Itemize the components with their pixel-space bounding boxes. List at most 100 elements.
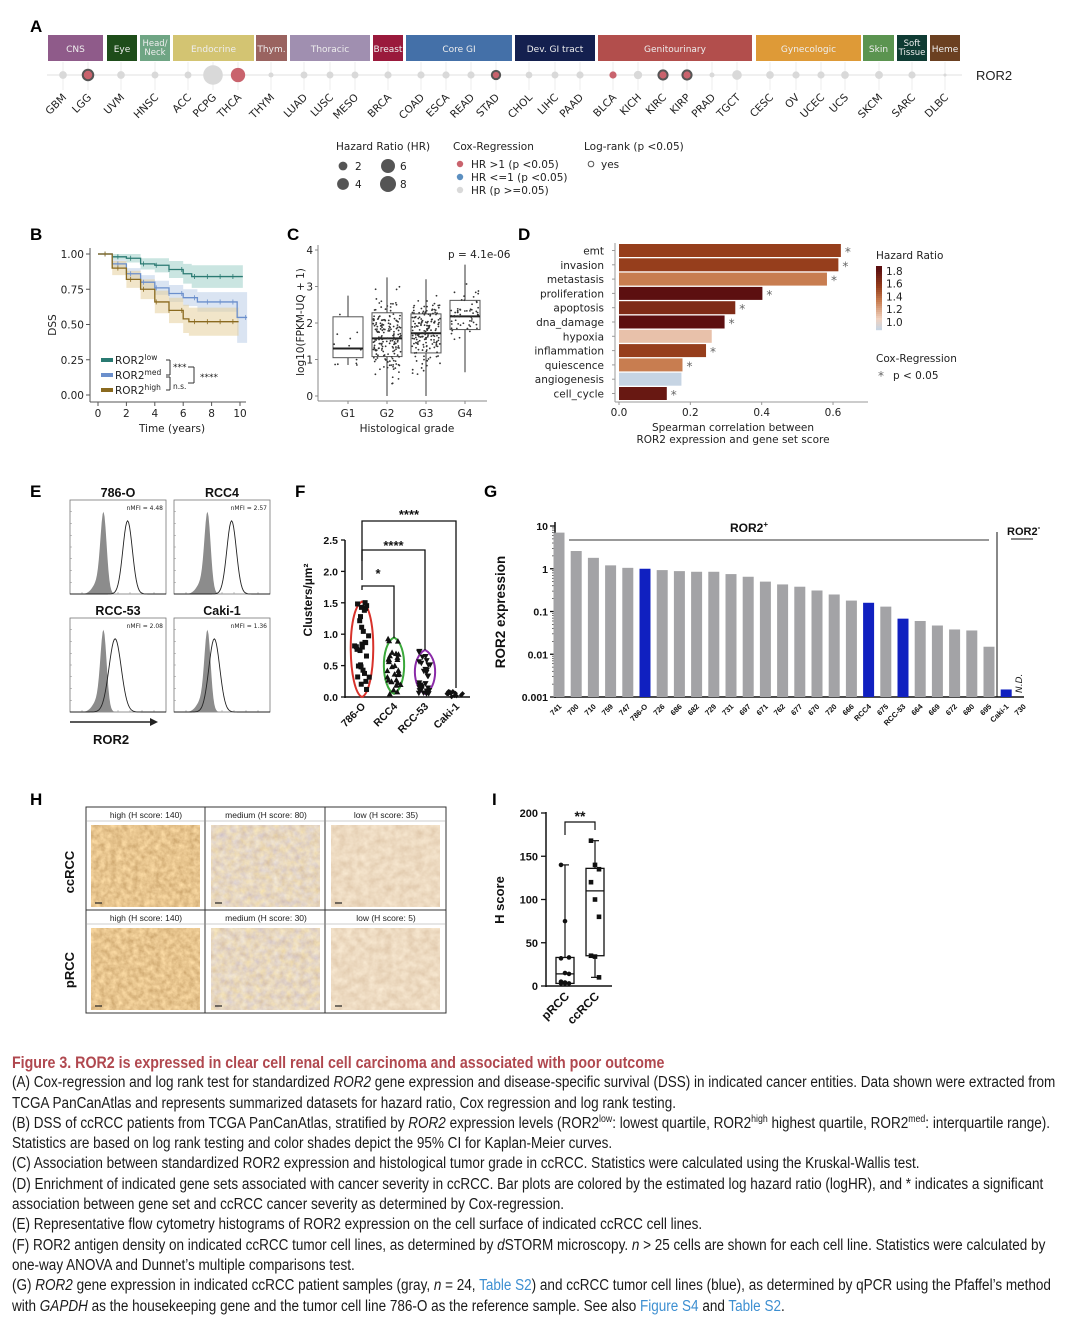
- caption-text: = 24,: [441, 1277, 480, 1295]
- data-point: [433, 338, 435, 341]
- x-tick-label: 786-O: [339, 701, 368, 730]
- data-point: [393, 650, 400, 657]
- data-point: [373, 340, 376, 343]
- data-point: [377, 317, 380, 320]
- panel-label: I: [492, 790, 497, 809]
- y-tick-label: 1.00: [61, 249, 84, 261]
- data-point: [436, 345, 439, 348]
- data-point: [363, 640, 369, 646]
- legend-size-dot: [381, 159, 395, 173]
- y-tick-label: 4: [306, 245, 313, 257]
- data-point: [381, 323, 384, 326]
- data-point: [392, 334, 395, 336]
- data-point: [388, 364, 391, 367]
- x-tick-label: 672: [944, 702, 959, 717]
- data-point: [387, 322, 390, 325]
- y-tick-label: 50: [526, 938, 538, 950]
- km-curve-low: [98, 253, 243, 278]
- category-label: metastasis: [547, 274, 604, 286]
- colorbar-segment: [876, 324, 882, 327]
- stat-label: ***: [173, 363, 187, 373]
- data-point: [388, 360, 391, 363]
- data-point: [388, 342, 391, 345]
- data-point: [355, 601, 361, 607]
- data-point: [394, 342, 397, 345]
- data-point: [562, 970, 568, 976]
- legend-label: HR (p >=0.05): [471, 185, 549, 197]
- data-point: [422, 369, 425, 372]
- p-value: p = 4.1e-06: [448, 249, 511, 261]
- box-G4: [449, 299, 481, 331]
- data-point: [435, 343, 438, 346]
- data-point: [472, 296, 475, 298]
- caption-link[interactable]: Table S2: [479, 1277, 532, 1295]
- x-tick-label: ccRCC: [564, 989, 602, 1027]
- data-point: [387, 353, 389, 356]
- category-label: proliferation: [540, 288, 604, 300]
- data-point: [390, 328, 392, 331]
- hazard-dot-kich: [633, 70, 643, 80]
- x-tick-label: 0.6: [825, 407, 842, 419]
- histogram-title: Caki-1: [203, 604, 241, 618]
- data-point: [423, 313, 426, 316]
- bar-metastasis: [619, 272, 827, 286]
- significance-label: ****: [383, 538, 404, 553]
- caption-link[interactable]: Figure S4: [639, 1297, 699, 1315]
- category-box: [930, 35, 960, 61]
- data-point: [388, 663, 395, 670]
- category-label: quiescence: [545, 360, 604, 372]
- bar-dna_damage: [619, 315, 725, 329]
- data-point: [397, 681, 404, 687]
- x-tick-label: 682: [686, 702, 701, 717]
- comparison-bracket: [361, 585, 395, 638]
- colorbar-segment: [876, 290, 882, 293]
- colorbar-segment: [876, 286, 882, 289]
- data-point: [418, 322, 421, 324]
- legend-label: HR <=1 (p <0.05): [471, 172, 568, 184]
- data-point: [415, 346, 417, 349]
- x-tick-label: RCC-53: [396, 701, 431, 736]
- bar-677: [794, 586, 806, 697]
- caption-text: (F) ROR2 antigen density on indicated cc…: [12, 1236, 498, 1254]
- data-point: [397, 320, 400, 323]
- data-point: [379, 324, 382, 327]
- data-point: [396, 326, 399, 329]
- legend-title: Cox-Regression: [453, 141, 534, 153]
- figure-caption: Figure 3. ROR2 is expressed in clear cel…: [12, 1053, 1070, 1317]
- category-label: CNS: [66, 45, 85, 55]
- data-point: [399, 326, 402, 329]
- data-point: [394, 367, 397, 370]
- hazard-dot-lgg: [81, 68, 95, 82]
- data-point: [353, 644, 359, 650]
- legend-mark: *: [878, 369, 884, 383]
- x-axis-label: Time (years): [138, 423, 205, 435]
- data-point: [558, 862, 564, 868]
- data-point: [475, 310, 478, 313]
- legend-label: 2: [355, 161, 362, 173]
- bar-682: [691, 571, 703, 697]
- data-point: [395, 346, 397, 348]
- data-point: [394, 638, 401, 644]
- cancer-label: KIRC: [644, 92, 670, 118]
- data-point: [418, 335, 420, 338]
- data-point: [388, 314, 391, 317]
- bar-762: [777, 584, 789, 697]
- data-point: [450, 309, 453, 312]
- bar-664: [914, 620, 926, 697]
- category-label: hypoxia: [563, 331, 604, 343]
- data-point: [386, 361, 389, 363]
- data-point: [380, 349, 383, 351]
- data-point: [424, 330, 427, 333]
- group-name: ROR2: [730, 521, 764, 535]
- x-tick-label: 762: [772, 702, 787, 717]
- violin-786-O: [349, 600, 375, 699]
- caption-link[interactable]: Table S2: [728, 1297, 781, 1315]
- x-tick-label: 664: [909, 701, 925, 717]
- nmfi-value: nMFI = 1.36: [231, 623, 268, 630]
- bar-cell_cycle: [619, 387, 667, 400]
- caption-text: gene expression in indicated ccRCC patie…: [72, 1277, 434, 1295]
- hazard-dot-cesc: [766, 71, 774, 79]
- data-point: [596, 975, 602, 980]
- data-point: [359, 348, 362, 351]
- data-point: [380, 306, 383, 308]
